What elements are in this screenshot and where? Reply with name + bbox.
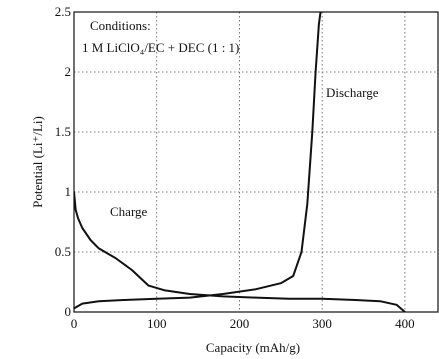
y-tick-label: 0 [65, 304, 72, 319]
y-tick-label: 1.5 [55, 124, 71, 139]
series-layer [74, 12, 406, 312]
x-tick-label: 300 [312, 316, 332, 331]
x-tick-label: 100 [147, 316, 167, 331]
annotation-conditions-line1: Conditions: [90, 18, 151, 33]
grid [74, 12, 438, 312]
y-tick-label: 0.5 [55, 244, 71, 259]
x-tick-label: 200 [230, 316, 250, 331]
x-tick-label: 0 [71, 316, 78, 331]
tick-labels: 0 0.5 1 1.5 2 2.5 0 100 200 300 400 [55, 4, 415, 331]
y-tick-label: 2.5 [55, 4, 71, 19]
annotation-charge: Charge [110, 204, 148, 219]
y-axis-title: Potential (Li⁺/Li) [30, 116, 45, 208]
annotation-discharge: Discharge [326, 85, 379, 100]
series-line-discharge [74, 12, 322, 310]
plot-frame [73, 11, 439, 313]
x-tick-label: 400 [395, 316, 415, 331]
y-tick-label: 1 [65, 184, 72, 199]
x-axis-title: Capacity (mAh/g) [206, 340, 300, 355]
series-line-charge [74, 191, 406, 312]
annotation-conditions-line2: 1 M LiClO₄/EC + DEC (1 : 1) [82, 40, 239, 55]
y-tick-label: 2 [65, 64, 72, 79]
